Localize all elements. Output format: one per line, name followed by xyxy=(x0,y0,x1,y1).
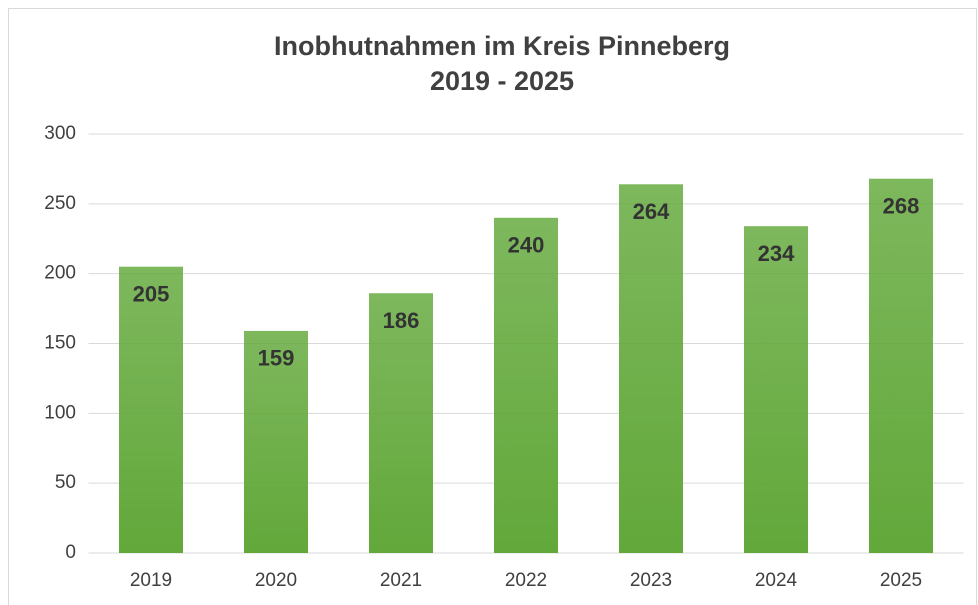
data-label: 234 xyxy=(758,241,795,266)
y-tick-label: 250 xyxy=(44,193,76,214)
data-label: 159 xyxy=(258,346,295,371)
data-label: 205 xyxy=(133,281,170,306)
chart-title: 2019 - 2025 xyxy=(430,66,574,96)
x-tick-label: 2023 xyxy=(630,570,672,591)
data-label: 240 xyxy=(508,233,545,258)
bar xyxy=(494,217,558,554)
chart-title: Inobhutnahmen im Kreis Pinneberg xyxy=(274,31,730,61)
y-tick-label: 200 xyxy=(44,263,76,284)
data-label: 268 xyxy=(883,194,920,219)
bar xyxy=(744,226,808,553)
y-tick-label: 50 xyxy=(55,472,76,493)
bar xyxy=(619,184,683,553)
bar xyxy=(244,330,308,553)
x-tick-label: 2020 xyxy=(255,570,297,591)
y-tick-label: 300 xyxy=(44,123,76,144)
x-tick-label: 2021 xyxy=(380,570,422,591)
x-tick-label: 2024 xyxy=(755,570,798,591)
bar xyxy=(369,293,433,553)
y-tick-label: 0 xyxy=(65,542,76,563)
y-tick-label: 100 xyxy=(44,402,76,423)
bar xyxy=(119,266,183,553)
bar xyxy=(869,178,933,553)
x-tick-label: 2025 xyxy=(880,570,922,591)
y-tick-label: 150 xyxy=(44,333,76,354)
data-label: 264 xyxy=(633,199,670,224)
x-tick-label: 2019 xyxy=(130,570,172,591)
x-tick-label: 2022 xyxy=(505,570,547,591)
data-label: 186 xyxy=(383,308,420,333)
